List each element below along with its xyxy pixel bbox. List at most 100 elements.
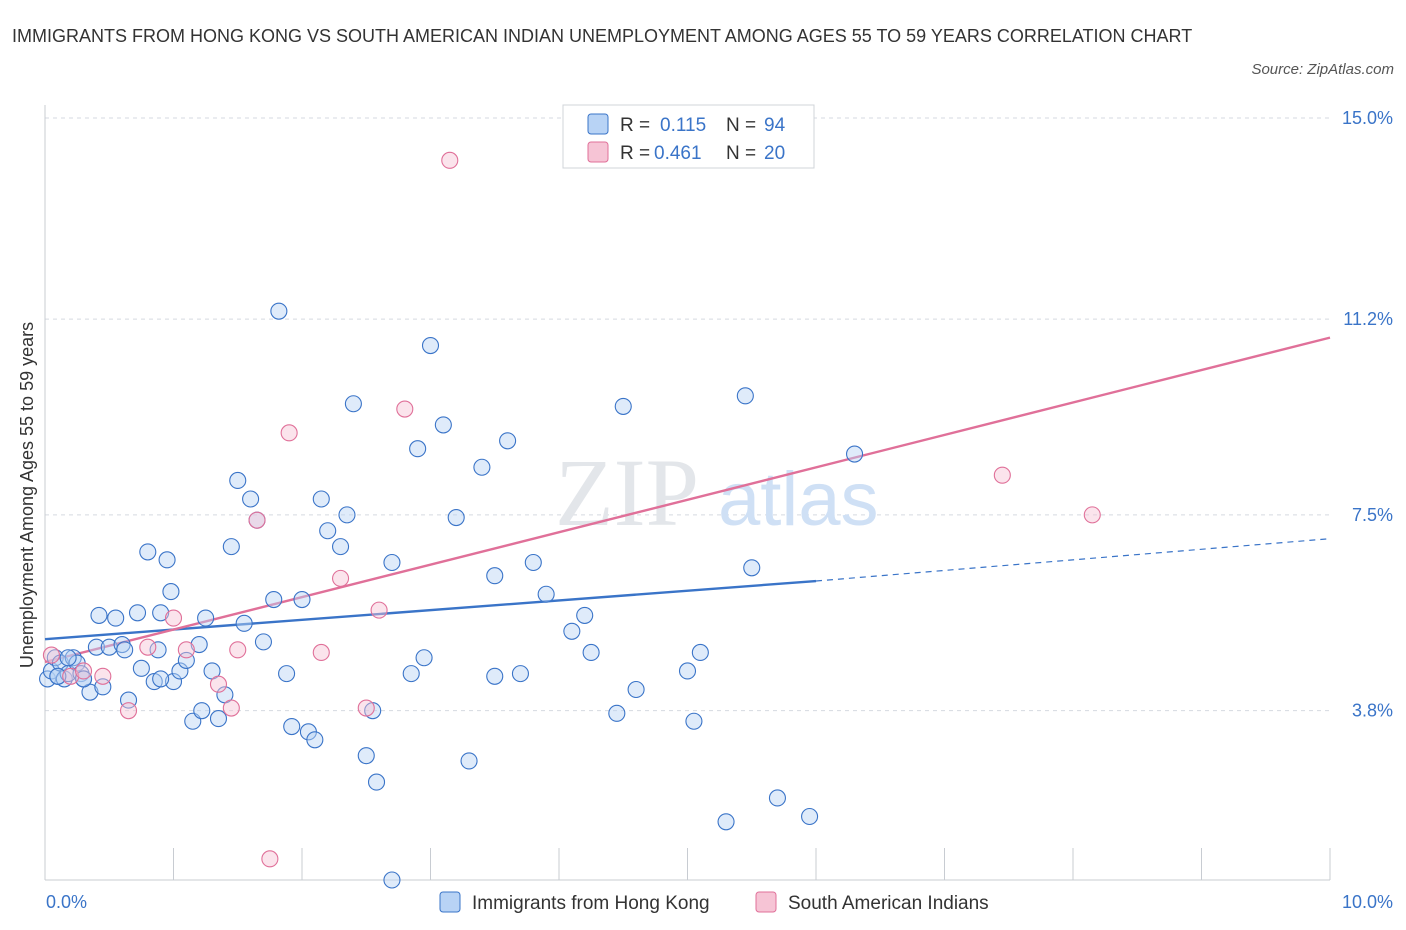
point-hong-kong [222,538,240,556]
point-hong-kong [736,387,754,405]
legend-n-label: N = [726,115,756,136]
point-hong-kong [537,585,555,603]
point-hong-kong [306,731,324,749]
point-hong-kong [59,649,77,667]
point-hong-kong [90,606,108,624]
point-hong-kong [270,302,288,320]
point-hong-kong [473,458,491,476]
point-hong-kong [338,506,356,524]
point-hong-kong [283,717,301,736]
point-hong-kong [254,633,273,651]
point-south-american-indian [75,662,93,680]
point-hong-kong [717,813,735,831]
point-hong-kong [265,590,283,609]
x-tick-label: 0.0% [46,892,87,912]
point-hong-kong [107,609,125,627]
point-hong-kong [164,673,183,691]
legend-swatch-blue [587,113,609,135]
point-hong-kong [162,583,180,601]
point-south-american-indian [248,511,266,529]
point-south-american-indian [261,850,279,868]
point-south-american-indian [119,702,138,720]
point-hong-kong [171,662,189,680]
point-hong-kong [511,665,530,683]
point-hong-kong [293,590,311,609]
trend-line-south-american-indian [44,336,1331,664]
point-hong-kong [678,662,697,680]
point-hong-kong [87,638,105,656]
point-south-american-indian [441,151,459,169]
point-south-american-indian [312,643,330,662]
point-hong-kong [434,416,452,434]
axes: 3.8% 7.5% 11.2% 15.0% 0.0% 10.0% [44,105,1393,912]
point-hong-kong [39,670,57,688]
trend-lines [44,336,1331,664]
point-hong-kong [344,395,362,413]
point-hong-kong [691,643,709,662]
point-hong-kong [357,747,375,765]
point-hong-kong [152,670,170,688]
point-hong-kong [229,471,247,490]
point-hong-kong [486,567,504,585]
point-hong-kong [242,490,260,508]
point-south-american-indian [94,667,112,685]
y-tick-label: 7.5% [1352,505,1393,525]
chart-title: IMMIGRANTS FROM HONG KONG VS SOUTH AMERI… [12,26,1193,46]
point-south-american-indian [229,641,247,659]
point-hong-kong [367,773,386,791]
point-hong-kong [128,604,147,622]
legend-swatch-pink [587,141,609,163]
point-south-american-indian [1083,506,1101,524]
point-south-american-indian [331,569,350,587]
point-south-american-indian [42,646,60,664]
point-hong-kong [152,604,170,622]
point-hong-kong [197,609,215,627]
bottom-legend-swatch-pink [755,891,777,913]
point-hong-kong [278,665,296,683]
point-hong-kong [743,559,761,577]
bottom-legend-label: South American Indians [788,893,989,914]
point-hong-kong [460,752,478,770]
legend-r-value: 0.461 [654,143,702,164]
point-hong-kong [409,440,427,458]
trend-line-hong-kong-projection [815,538,1331,582]
watermark-zip: ZIP [555,439,699,546]
x-tick-label: 10.0% [1342,892,1393,912]
point-south-american-indian [370,601,388,619]
point-hong-kong [499,432,517,450]
point-hong-kong [614,397,632,415]
point-hong-kong [563,622,581,640]
point-hong-kong [158,551,176,569]
legend-r-value: 0.115 [660,115,706,136]
point-hong-kong [383,871,401,889]
point-hong-kong [116,641,134,659]
point-hong-kong [193,702,211,720]
point-south-american-indian [357,699,375,717]
point-hong-kong [319,522,337,540]
point-hong-kong [608,704,626,722]
point-hong-kong [190,635,208,654]
point-south-american-indian [280,424,298,442]
legend-n-value: 20 [764,143,785,164]
point-hong-kong [685,712,703,730]
bottom-legend-swatch-blue [439,891,461,913]
legend-n-label: N = [726,143,756,164]
point-hong-kong [312,490,330,508]
point-hong-kong [447,508,465,527]
point-hong-kong [49,667,67,685]
point-south-american-indian [139,638,157,656]
point-hong-kong [209,710,228,728]
point-hong-kong [801,807,819,826]
point-hong-kong [768,789,787,807]
point-hong-kong [415,649,433,667]
point-hong-kong [582,643,600,662]
point-hong-kong [576,606,594,624]
point-hong-kong [149,641,167,659]
y-axis-label: Unemployment Among Ages 55 to 59 years [17,322,37,668]
point-hong-kong [524,553,542,572]
watermark-atlas: atlas [718,457,879,542]
point-hong-kong [383,553,401,572]
data-points [39,151,1101,889]
point-hong-kong [402,665,420,683]
point-south-american-indian [164,609,183,627]
